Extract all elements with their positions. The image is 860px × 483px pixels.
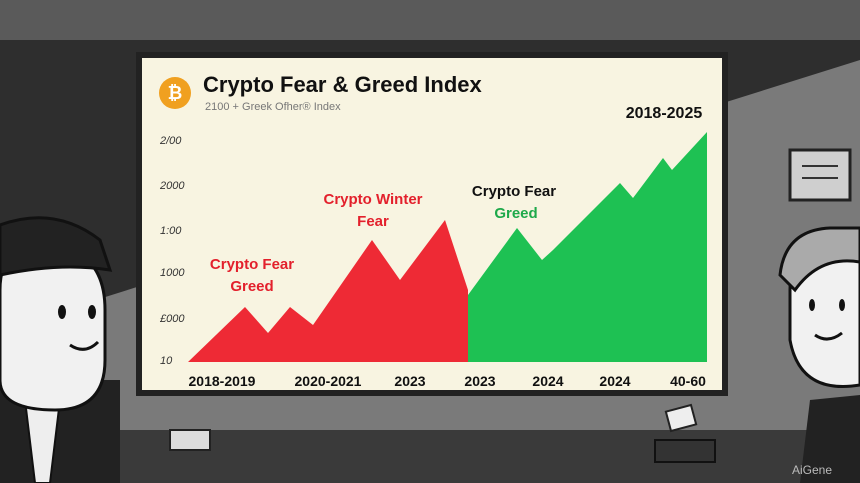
x-label: 2024 [532,373,563,389]
y-label: 2/00 [159,135,182,147]
x-label: 2018-2019 [189,373,256,389]
icon-symbol: ₿ [168,83,183,103]
range: 2018-2025 [626,105,703,122]
wall-panel [788,148,852,202]
character-left [0,216,120,483]
character-right [778,226,860,483]
y-label: 1:00 [160,225,182,237]
annotation: Crypto Winter [323,191,422,208]
annotation: Greed [230,278,273,295]
floor [0,430,860,483]
x-label: 2024 [599,373,630,389]
x-label: 40-60 [670,373,706,389]
annotation: Crypto Fear [210,256,294,273]
x-label: 2023 [394,373,425,389]
fear-area [188,220,468,362]
y-label: 1000 [160,267,185,279]
ceiling [0,0,860,40]
watermark: AiGene [792,463,832,477]
y-label: 2000 [159,180,185,192]
subtitle: 2100 + Greek Ofher® Index [205,101,341,113]
y-label: 10 [160,355,173,367]
annotation: Crypto Fear [472,183,556,200]
x-label: 2023 [464,373,495,389]
annotation: Fear [357,213,389,230]
bitcoin-icon [159,77,191,109]
annotation: Greed [494,205,537,222]
greed-area [468,132,707,362]
title: Crypto Fear & Greed Index [203,72,483,97]
y-label: £000 [159,313,185,325]
x-label: 2020-2021 [295,373,362,389]
